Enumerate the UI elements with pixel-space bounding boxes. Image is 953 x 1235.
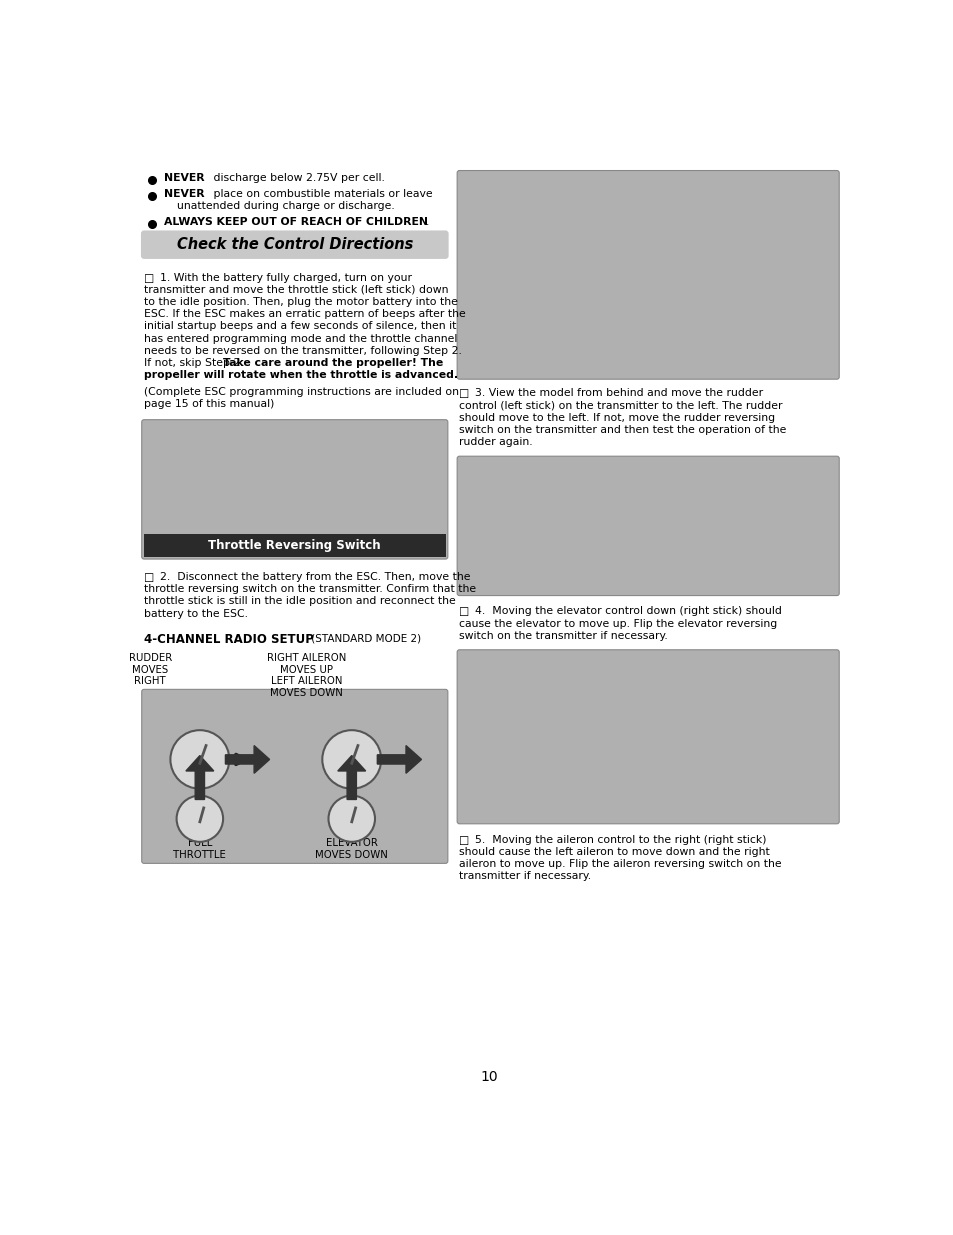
FancyBboxPatch shape [141,231,448,259]
Text: ☐: ☐ [459,606,469,619]
Text: 4.  Moving the elevator control down (right stick) should: 4. Moving the elevator control down (rig… [475,606,781,616]
Text: unattended during charge or discharge.: unattended during charge or discharge. [176,201,394,211]
Circle shape [176,795,223,842]
Text: RUDDER
MOVES
RIGHT: RUDDER MOVES RIGHT [129,653,172,687]
Text: transmitter if necessary.: transmitter if necessary. [459,871,591,881]
Text: 1. With the battery fully charged, turn on your: 1. With the battery fully charged, turn … [159,273,411,283]
Text: (Complete ESC programming instructions are included on: (Complete ESC programming instructions a… [144,387,458,396]
Circle shape [328,795,375,842]
FancyBboxPatch shape [456,650,839,824]
Text: .: . [426,216,429,226]
Text: Take care around the propeller! The: Take care around the propeller! The [223,358,443,368]
Text: ALWAYS KEEP OUT OF REACH OF CHILDREN: ALWAYS KEEP OUT OF REACH OF CHILDREN [164,216,428,226]
Text: RIGHT AILERON
MOVES UP
LEFT AILERON
MOVES DOWN: RIGHT AILERON MOVES UP LEFT AILERON MOVE… [267,653,346,698]
Text: If not, skip Step 2.: If not, skip Step 2. [144,358,247,368]
Text: ☐: ☐ [144,572,154,585]
Text: needs to be reversed on the transmitter, following Step 2.: needs to be reversed on the transmitter,… [144,346,461,356]
Text: ☐: ☐ [144,273,154,285]
FancyBboxPatch shape [142,420,447,559]
FancyBboxPatch shape [456,456,839,595]
Text: should cause the left aileron to move down and the right: should cause the left aileron to move do… [459,847,769,857]
Text: ☐: ☐ [459,835,469,847]
Text: control (left stick) on the transmitter to the left. The rudder: control (left stick) on the transmitter … [459,400,782,410]
Circle shape [322,730,381,789]
Text: battery to the ESC.: battery to the ESC. [144,609,248,619]
Text: has entered programming mode and the throttle channel: has entered programming mode and the thr… [144,333,456,343]
Text: ESC. If the ESC makes an erratic pattern of beeps after the: ESC. If the ESC makes an erratic pattern… [144,309,465,320]
Text: FULL
THROTTLE: FULL THROTTLE [173,837,226,860]
Text: (STANDARD MODE 2): (STANDARD MODE 2) [308,634,421,643]
Text: should move to the left. If not, move the rudder reversing: should move to the left. If not, move th… [459,412,775,422]
Text: switch on the transmitter if necessary.: switch on the transmitter if necessary. [459,631,667,641]
Text: throttle reversing switch on the transmitter. Confirm that the: throttle reversing switch on the transmi… [144,584,476,594]
Text: ☐: ☐ [459,389,469,401]
Polygon shape [377,746,421,773]
Text: rudder again.: rudder again. [459,437,533,447]
Polygon shape [225,746,270,773]
Circle shape [171,730,229,789]
FancyBboxPatch shape [456,170,839,379]
Text: page 15 of this manual): page 15 of this manual) [144,399,274,409]
FancyBboxPatch shape [144,534,445,557]
Text: NEVER: NEVER [164,173,205,183]
Text: NEVER: NEVER [164,189,205,199]
Text: switch on the transmitter and then test the operation of the: switch on the transmitter and then test … [459,425,786,435]
Text: transmitter and move the throttle stick (left stick) down: transmitter and move the throttle stick … [144,285,448,295]
Text: discharge below 2.75V per cell.: discharge below 2.75V per cell. [210,173,385,183]
Text: 10: 10 [479,1070,497,1084]
Text: place on combustible materials or leave: place on combustible materials or leave [210,189,433,199]
Polygon shape [337,756,365,799]
Text: 5.  Moving the aileron control to the right (right stick): 5. Moving the aileron control to the rig… [475,835,765,845]
Text: 3. View the model from behind and move the rudder: 3. View the model from behind and move t… [475,389,762,399]
Polygon shape [186,756,213,799]
Text: throttle stick is still in the idle position and reconnect the: throttle stick is still in the idle posi… [144,597,456,606]
FancyBboxPatch shape [142,689,447,863]
Text: initial startup beeps and a few seconds of silence, then it: initial startup beeps and a few seconds … [144,321,456,331]
Text: 2.  Disconnect the battery from the ESC. Then, move the: 2. Disconnect the battery from the ESC. … [159,572,470,582]
Text: aileron to move up. Flip the aileron reversing switch on the: aileron to move up. Flip the aileron rev… [459,858,781,869]
Text: Throttle Reversing Switch: Throttle Reversing Switch [209,538,380,552]
Text: propeller will rotate when the throttle is advanced.: propeller will rotate when the throttle … [144,370,457,380]
Text: cause the elevator to move up. Flip the elevator reversing: cause the elevator to move up. Flip the … [459,619,777,629]
Text: to the idle position. Then, plug the motor battery into the: to the idle position. Then, plug the mot… [144,298,457,308]
Text: Check the Control Directions: Check the Control Directions [176,237,413,252]
Text: ELEVATOR
MOVES DOWN: ELEVATOR MOVES DOWN [315,837,388,860]
Text: 4-CHANNEL RADIO SETUP: 4-CHANNEL RADIO SETUP [144,634,314,646]
